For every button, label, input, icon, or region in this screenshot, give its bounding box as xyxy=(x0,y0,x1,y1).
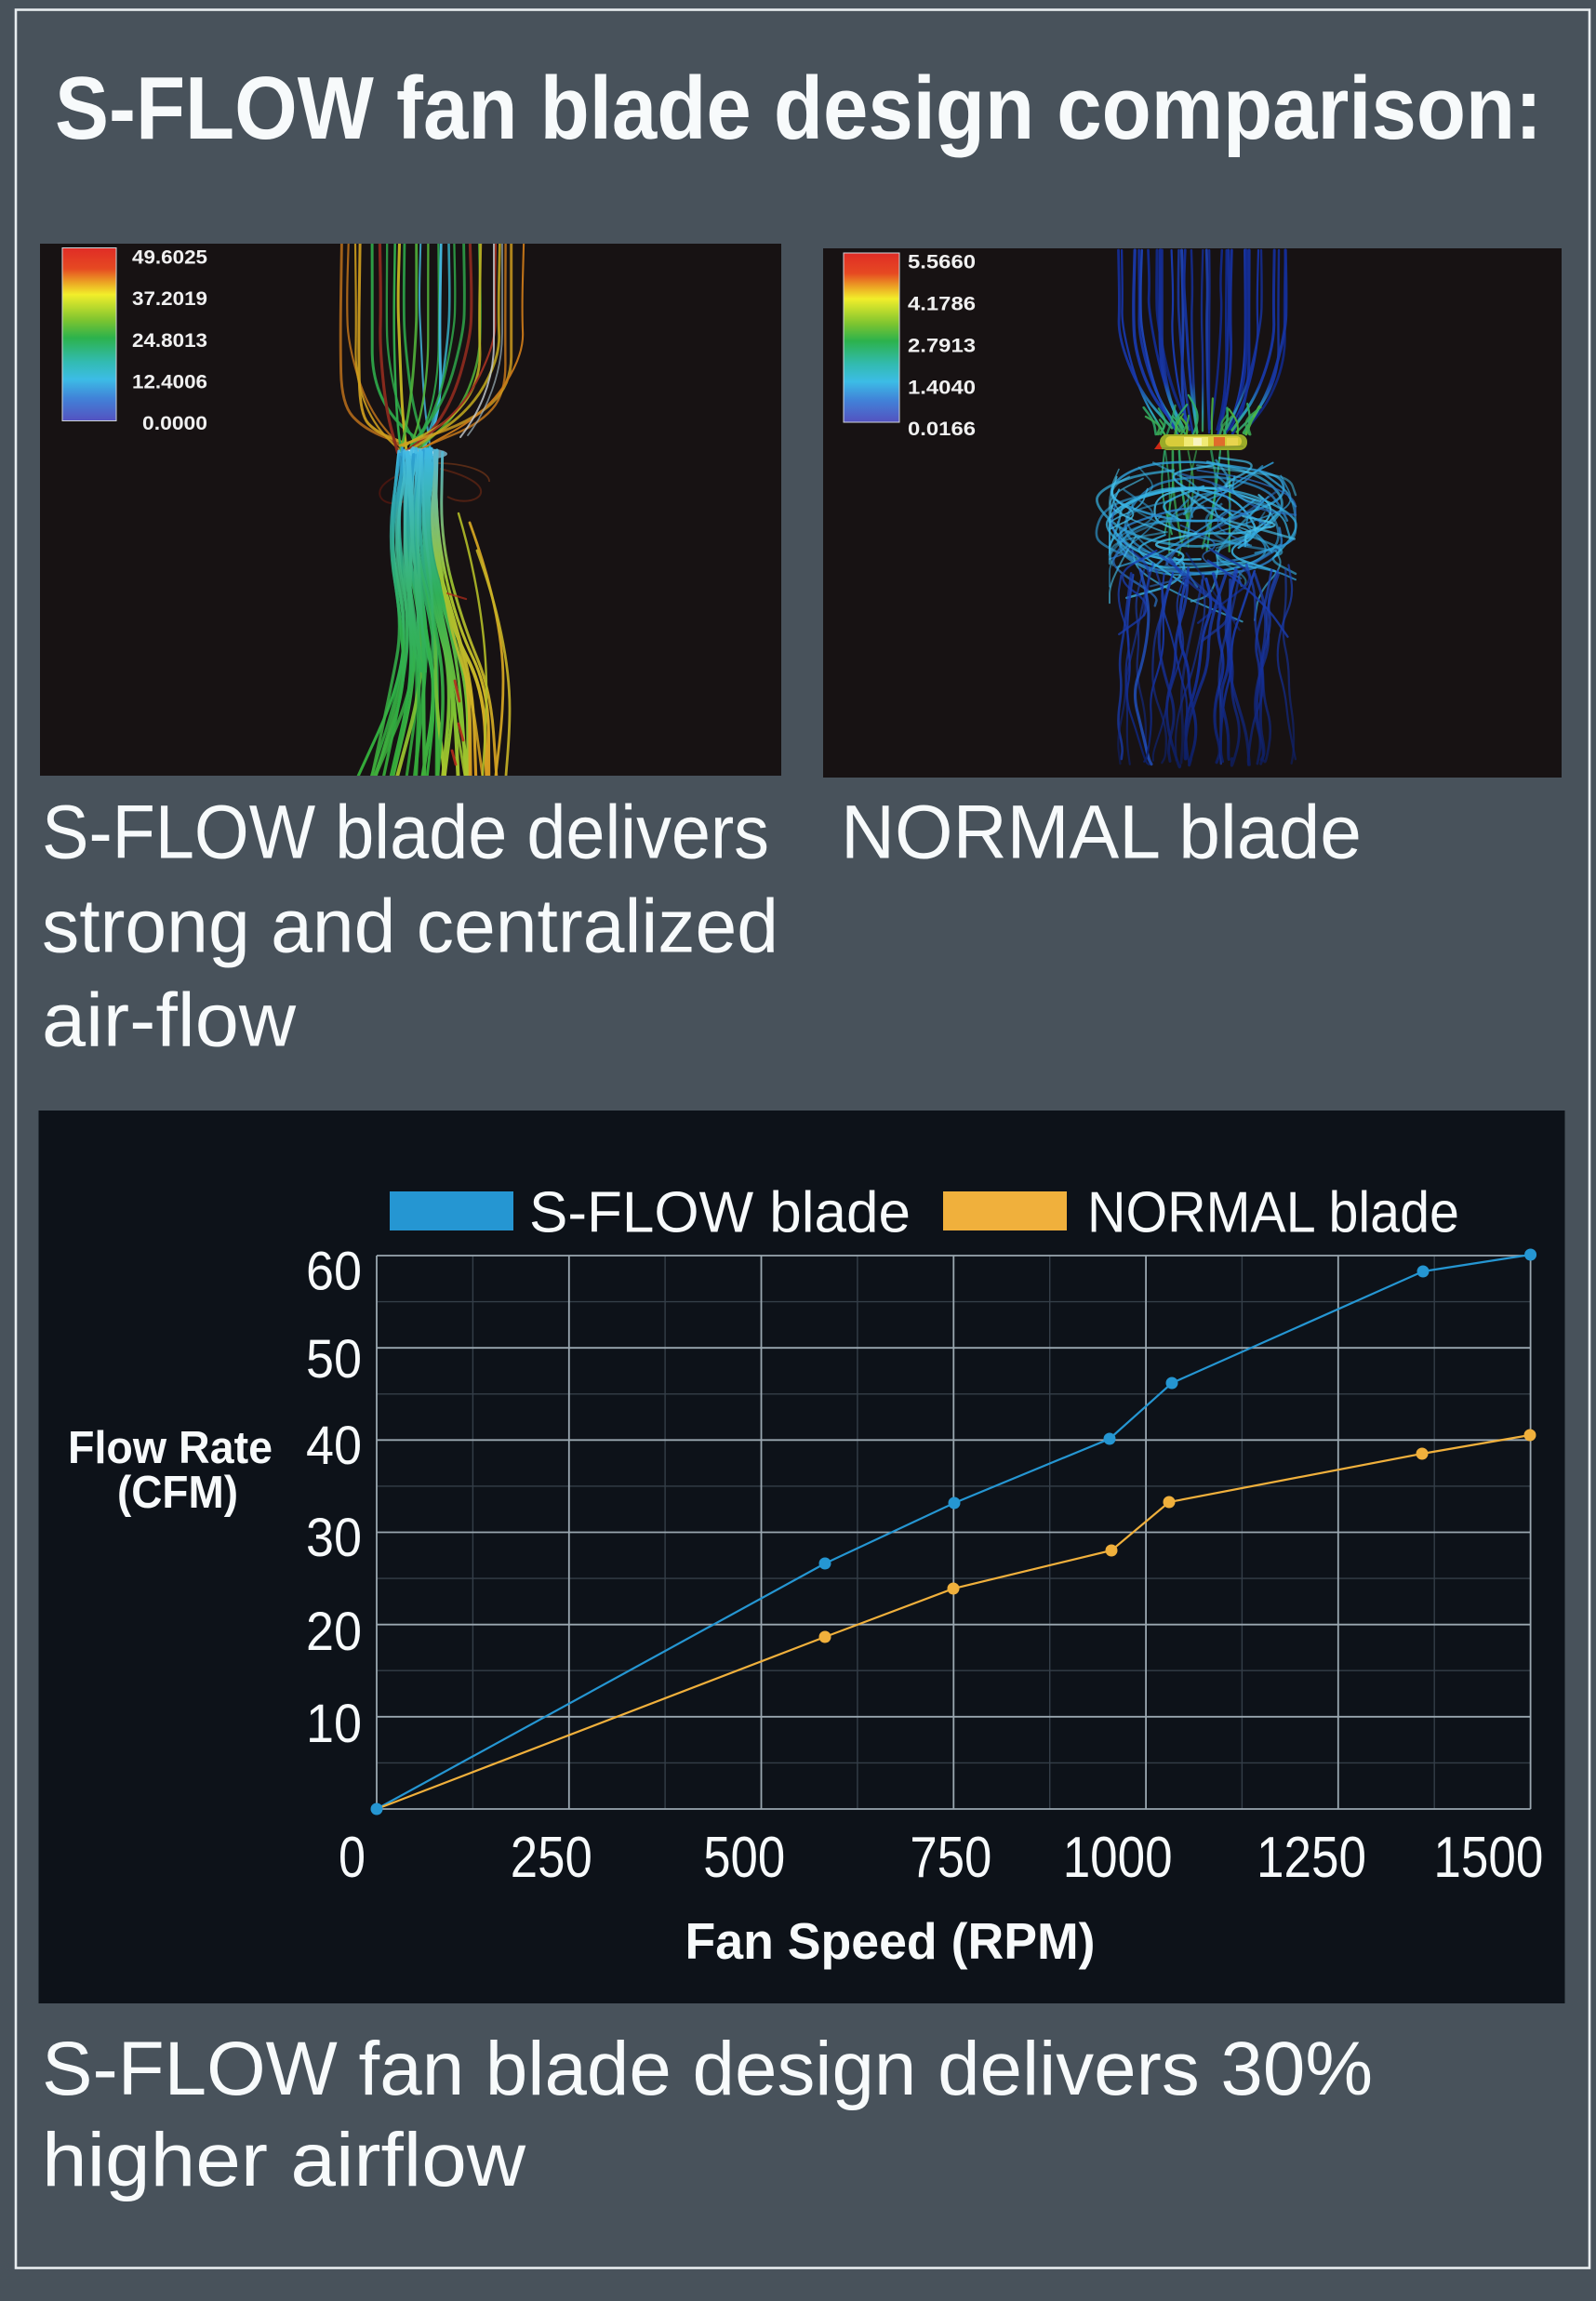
svg-text:Fan Speed (RPM): Fan Speed (RPM) xyxy=(685,1912,1096,1970)
svg-text:5.5660: 5.5660 xyxy=(908,252,976,273)
svg-text:0.0000: 0.0000 xyxy=(142,413,207,434)
svg-text:1.4040: 1.4040 xyxy=(908,377,976,398)
svg-text:500: 500 xyxy=(703,1826,785,1890)
svg-text:S-FLOW blade: S-FLOW blade xyxy=(529,1181,911,1245)
svg-text:24.8013: 24.8013 xyxy=(132,330,207,352)
svg-text:37.2019: 37.2019 xyxy=(132,288,207,310)
svg-text:49.6025: 49.6025 xyxy=(132,246,207,268)
svg-text:2.7913: 2.7913 xyxy=(908,335,976,356)
svg-text:10: 10 xyxy=(306,1694,362,1754)
svg-text:0.0166: 0.0166 xyxy=(908,419,976,440)
svg-text:(CFM): (CFM) xyxy=(117,1468,238,1518)
svg-text:S-FLOW blade delivers: S-FLOW blade delivers xyxy=(42,791,769,875)
svg-text:30: 30 xyxy=(306,1508,362,1568)
svg-text:1500: 1500 xyxy=(1433,1826,1543,1890)
svg-text:0: 0 xyxy=(339,1826,366,1890)
svg-text:1000: 1000 xyxy=(1063,1826,1173,1890)
svg-text:40: 40 xyxy=(306,1416,362,1476)
svg-text:NORMAL blade: NORMAL blade xyxy=(1087,1181,1459,1245)
svg-text:air-flow: air-flow xyxy=(42,978,297,1063)
svg-text:12.4006: 12.4006 xyxy=(132,372,207,393)
svg-text:4.1786: 4.1786 xyxy=(908,294,976,315)
svg-text:S-FLOW fan blade design compar: S-FLOW fan blade design comparison: xyxy=(55,59,1542,158)
svg-text:750: 750 xyxy=(910,1826,991,1890)
svg-text:strong and centralized: strong and centralized xyxy=(42,884,778,969)
svg-text:20: 20 xyxy=(306,1602,362,1662)
svg-text:50: 50 xyxy=(306,1329,362,1390)
svg-text:60: 60 xyxy=(306,1241,362,1301)
svg-text:Flow Rate: Flow Rate xyxy=(68,1423,273,1473)
svg-text:NORMAL blade: NORMAL blade xyxy=(841,791,1362,875)
svg-text:higher airflow: higher airflow xyxy=(42,2118,526,2202)
svg-text:250: 250 xyxy=(511,1826,592,1890)
svg-text:1250: 1250 xyxy=(1257,1826,1366,1890)
svg-text:S-FLOW fan blade design delive: S-FLOW fan blade design delivers 30% xyxy=(42,2027,1373,2111)
